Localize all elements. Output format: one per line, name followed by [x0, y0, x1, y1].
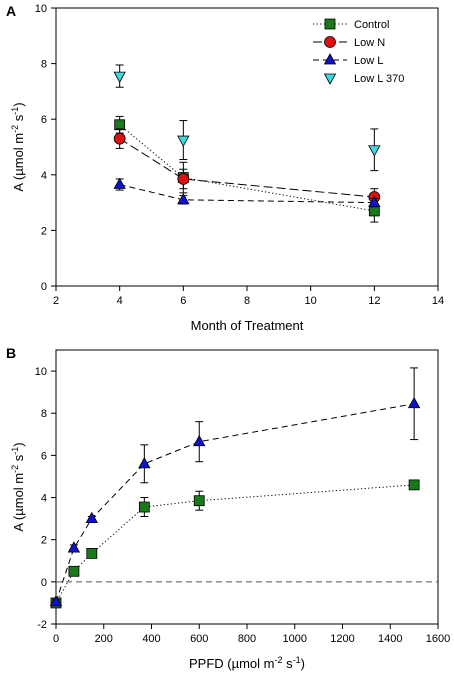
legend-label-1: Low N: [354, 37, 385, 49]
panel-a-y-tick-label: 10: [35, 3, 47, 15]
panel-a-x-tick-label: 2: [53, 295, 59, 307]
panel-b-series-control-point: [193, 495, 205, 507]
panel-a-series-control-line: [119, 124, 375, 212]
panel-b-x-tick-label: 400: [142, 633, 160, 645]
panel-a-series-low-l-370-point: [113, 71, 126, 83]
panel-b-x-tick-label: 0: [53, 633, 59, 645]
panel-a-series-low-l-370-point: [368, 145, 381, 157]
panel-a-series-control: [114, 115, 380, 223]
panel-a-series-control-point: [368, 205, 380, 217]
panel-b-x-tick-label: 1600: [426, 633, 450, 645]
panel-b-series-low-l-point: [49, 595, 63, 607]
legend-label-0: Control: [354, 19, 389, 31]
panel-a-y-ticks: 0 2 4 6 8 10: [35, 3, 56, 293]
panel-b-x-tick-label: 200: [95, 633, 113, 645]
panel-b-series-low-l-point: [407, 396, 421, 409]
panel-a-x-tick-label: 4: [117, 295, 123, 307]
panel-a-series-low-n: [113, 128, 381, 206]
panel-a-series-low-n-point: [177, 173, 190, 185]
panel-a-series-low-l-point: [368, 195, 381, 208]
panel-b-y-tick-label: 0: [41, 577, 47, 589]
panel-b-x-tick-label: 1400: [378, 633, 402, 645]
panel-b-y-axis-title: A (µmol m-2 s-1): [10, 442, 26, 531]
legend-label-3: Low L 370: [354, 73, 404, 85]
panel-b-x-axis-title: PPFD (µmol m-2 s-1): [189, 655, 305, 671]
panel-b-series-control-point: [408, 479, 420, 491]
panel-a-y-tick-label: 2: [41, 225, 47, 237]
panel-a-series-low-n-line: [119, 138, 375, 198]
panel-b-x-tick-label: 600: [190, 633, 208, 645]
panel-a-x-tick-label: 10: [305, 295, 317, 307]
panel-a-legend: Control Low N Low L Low L 370: [313, 18, 404, 85]
panel-b-x-tick-label: 1200: [330, 633, 354, 645]
panel-b-y-tick-label: 10: [35, 366, 47, 378]
panel-a-y-tick-label: 6: [41, 114, 47, 126]
panel-b-series-low-l-point: [193, 434, 206, 447]
panel-b-marks: [49, 367, 438, 609]
panel-b-x-tick-label: 1000: [283, 633, 307, 645]
legend-marker-0: [324, 18, 336, 30]
panel-a-series-low-n-point: [113, 132, 126, 145]
panel-a-series-low-l: [113, 177, 381, 208]
panel-b-series-low-l: [49, 367, 421, 607]
legend-marker-2: [323, 53, 337, 65]
panel-b-series-low-l-point: [85, 511, 98, 524]
panel-b-series-low-l-point: [138, 456, 151, 469]
panel-a-x-tick-label: 6: [180, 295, 186, 307]
panel-a-x-tick-label: 14: [432, 295, 444, 307]
panel-b-y-tick-label: 8: [41, 408, 47, 420]
panel-b-letter: B: [6, 345, 16, 361]
panel-a-series-low-l-370-point: [177, 135, 190, 147]
panel-b-frame: [55, 349, 439, 625]
panel-b-y-tick-label: 2: [41, 535, 47, 547]
panel-a-series-low-l-point: [113, 177, 126, 189]
panel-b: B 0 200 400 600 800 1000 1200 1400 1600 -2 0 2 4 6 8 1…: [6, 345, 450, 671]
panel-a-marks: [113, 64, 381, 223]
panel-a-x-tick-label: 12: [368, 295, 380, 307]
legend-marker-1: [324, 36, 336, 48]
panel-b-y-tick-label: -2: [37, 619, 47, 631]
panel-b-y-ticks: -2 0 2 4 6 8 10: [35, 366, 56, 631]
panel-a-series-control-point: [114, 119, 126, 131]
panel-b-series-low-l-line: [55, 403, 415, 603]
panel-b-y-tick-label: 6: [41, 450, 47, 462]
legend-marker-3: [323, 73, 337, 85]
panel-a-x-axis-title: Month of Treatment: [191, 318, 304, 333]
panel-b-x-tick-label: 800: [238, 633, 256, 645]
panel-a-series-low-l-370: [113, 64, 381, 172]
panel-b-series-control-line: [55, 484, 415, 604]
panel-a-y-tick-label: 4: [41, 170, 47, 182]
panel-b-y-tick-label: 4: [41, 493, 47, 505]
panel-a-frame: [55, 7, 439, 287]
panel-a-series-low-l-point: [177, 192, 190, 205]
panel-b-series-control: [50, 479, 420, 609]
panel-b-series-control-point: [68, 565, 80, 577]
panel-a-y-tick-label: 8: [41, 59, 47, 71]
panel-b-series-low-l-point: [67, 541, 81, 553]
panel-a-letter: A: [6, 3, 16, 19]
panel-b-series-control-point: [138, 501, 150, 513]
panel-a-x-ticks: 2 4 6 8 10 12 14: [53, 286, 444, 307]
panel-a-x-tick-label: 8: [244, 295, 250, 307]
panel-a-y-tick-label: 0: [41, 281, 47, 293]
panel-b-x-ticks: 0 200 400 600 800 1000 1200 1400 1600: [53, 624, 450, 645]
panel-b-series-control-point: [86, 547, 98, 559]
legend-label-2: Low L: [354, 55, 383, 67]
panel-a-y-axis-title: A (µmol m-2 s-1): [10, 102, 26, 191]
